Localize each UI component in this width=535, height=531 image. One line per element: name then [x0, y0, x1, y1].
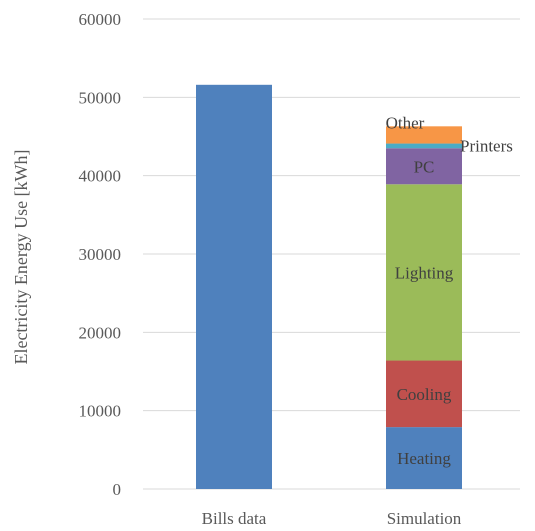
x-tick-label: Simulation	[387, 509, 462, 528]
y-tick-label: 20000	[79, 323, 122, 342]
y-axis-title: Electricity Energy Use [kWh]	[11, 149, 31, 364]
y-tick-label: 10000	[79, 402, 122, 421]
bar-segment-lighting	[386, 184, 462, 361]
segment-labels: Heating Cooling Lighting PC Printers Other	[386, 113, 513, 468]
y-tick-label: 30000	[79, 245, 122, 264]
y-tick-label: 50000	[79, 88, 122, 107]
y-axis-ticks: 0 10000 20000 30000 40000 50000 60000	[79, 10, 122, 499]
y-tick-label: 0	[113, 480, 122, 499]
x-axis-ticks: Bills data Simulation	[202, 509, 462, 528]
bar-segment-printers	[386, 143, 462, 149]
segment-label-other: Other	[386, 113, 425, 132]
bar-segment-cooling	[386, 360, 462, 428]
x-tick-label: Bills data	[202, 509, 267, 528]
y-tick-label: 40000	[79, 167, 122, 186]
bars	[196, 84, 462, 490]
y-tick-label: 60000	[79, 10, 122, 29]
bar-segment-pc	[386, 148, 462, 185]
segment-label-heating: Heating	[397, 449, 451, 468]
segment-label-pc: PC	[414, 157, 435, 176]
bar-segment-other	[386, 126, 462, 144]
segment-label-lighting: Lighting	[395, 263, 454, 282]
segment-label-printers: Printers	[460, 137, 513, 156]
segment-label-cooling: Cooling	[397, 385, 452, 404]
bar-segment-heating	[386, 427, 462, 489]
bar-segment-bills-data	[196, 84, 272, 490]
